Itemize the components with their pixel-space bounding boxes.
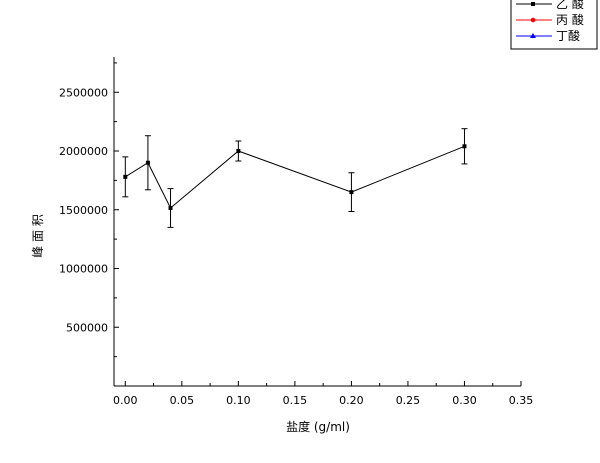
y-tick-label: 2500000: [59, 86, 108, 99]
data-point: [168, 205, 173, 210]
x-tick-label: 0.20: [339, 394, 364, 407]
x-axis-title: 盐度 (g/ml): [286, 419, 350, 434]
y-tick-label: 500000: [66, 321, 108, 334]
legend-label: 丙 酸: [556, 12, 584, 27]
y-tick-label: 1500000: [59, 204, 108, 217]
data-point: [236, 149, 241, 153]
x-tick-label: 0.10: [226, 394, 251, 407]
data-point: [349, 190, 354, 195]
legend-items: 乙 酸丙 酸丁酸: [516, 0, 584, 43]
legend: 乙 酸丙 酸丁酸: [510, 0, 598, 50]
x-tick-label: 0.25: [396, 394, 421, 407]
series-layer: [122, 128, 468, 228]
legend-box: [510, 0, 598, 50]
data-point: [145, 160, 150, 165]
y-tick-label: 1000000: [59, 263, 108, 276]
x-tick-label: 0.00: [113, 394, 138, 407]
x-tick-label: 0.30: [452, 394, 477, 407]
x-tick-label: 0.15: [283, 394, 308, 407]
y-tick-label: 2000000: [59, 145, 108, 158]
legend-marker: [530, 17, 536, 23]
data-point: [123, 174, 128, 179]
legend-label: 丁酸: [556, 28, 580, 43]
x-tick-label: 0.05: [170, 394, 195, 407]
data-point: [462, 144, 467, 149]
legend-marker: [531, 2, 535, 6]
legend-label: 乙 酸: [556, 0, 584, 11]
y-axis-title: 峰 面 积: [31, 214, 45, 258]
y-ticks: 500000 1000000 1500000 2000000 2500000: [59, 62, 119, 358]
series-line: [125, 145, 465, 209]
x-ticks: 0.00 0.05 0.10 0.15 0.20 0.25 0.30 0.35: [113, 381, 533, 407]
x-tick-label: 0.35: [509, 394, 534, 407]
legend-marker: [530, 33, 536, 38]
